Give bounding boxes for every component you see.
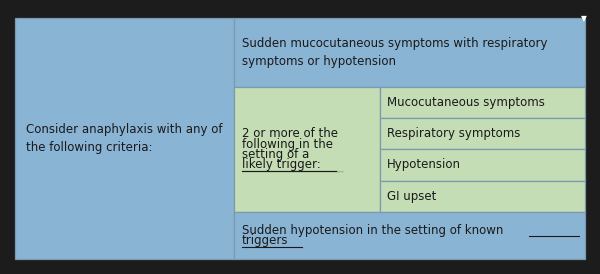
Text: Respiratory symptoms: Respiratory symptoms [387,127,520,140]
Bar [380,118,585,149]
Text: setting of a: setting of a [242,148,309,161]
Text: ▼: ▼ [581,14,587,23]
Text: Sudden mucocutaneous symptoms with respiratory
symptoms or hypotension: Sudden mucocutaneous symptoms with respi… [242,37,547,68]
Bar [380,181,585,212]
Text: following in the: following in the [242,138,332,150]
Text: GI upset: GI upset [387,190,436,203]
Bar [380,149,585,181]
Text: Hypotension: Hypotension [387,158,461,172]
Text: triggers: triggers [242,234,288,247]
Text: Mucocutaneous symptoms: Mucocutaneous symptoms [387,96,545,109]
Bar [235,18,585,87]
Text: Sudden hypotension in the setting of known: Sudden hypotension in the setting of kno… [242,224,503,237]
Text: likely trigger:: likely trigger: [242,158,320,171]
Text: Consider anaphylaxis with any of
the following criteria:: Consider anaphylaxis with any of the fol… [26,123,223,154]
Bar [235,212,585,259]
Text: 2 or more of the: 2 or more of the [242,127,338,140]
Bar [380,87,585,118]
Bar [15,18,235,259]
Bar [235,87,380,212]
